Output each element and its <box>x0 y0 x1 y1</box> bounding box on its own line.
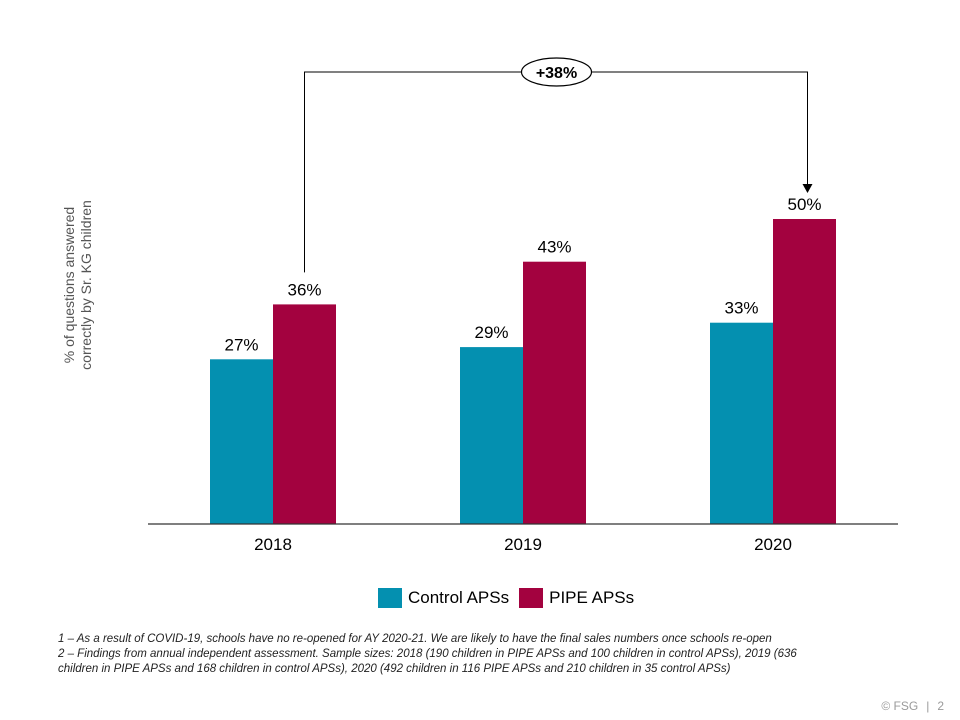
growth-badge <box>520 57 593 87</box>
legend-label-pipe: PIPE APSs <box>549 588 635 607</box>
legend: Control APSs PIPE APSs <box>378 588 644 608</box>
bar-control-2020 <box>710 322 773 524</box>
legend-item-control: Control APSs <box>378 588 509 608</box>
data-label-pipe-2018: 36% <box>287 280 321 299</box>
copyright-text: © FSG <box>881 699 919 713</box>
footnotes: 1 – As a result of COVID-19, schools hav… <box>58 632 938 677</box>
bar-control-2019 <box>460 347 523 524</box>
x-tick-label-2020: 2020 <box>754 535 792 554</box>
page-number: 2 <box>937 699 944 713</box>
x-tick-label-2019: 2019 <box>504 535 542 554</box>
data-label-control-2018: 27% <box>224 335 258 354</box>
footnote-line: children in PIPE APSs and 168 children i… <box>58 663 731 675</box>
growth-badge-label: +38% <box>536 65 577 82</box>
bar-chart: 27% 36% 2018 29% 43% 2019 33% 50% 2020 +38% <box>148 57 898 554</box>
data-label-control-2019: 29% <box>474 323 508 342</box>
data-label-pipe-2019: 43% <box>537 238 571 257</box>
growth-arrow-head <box>802 184 813 193</box>
y-axis-label-line-1: % of questions answered <box>61 206 77 364</box>
footnote-line: 1 – As a result of COVID-19, schools hav… <box>58 633 772 645</box>
x-tick-label-2018: 2018 <box>254 535 292 554</box>
footer-separator: | <box>926 699 930 713</box>
legend-swatch-pipe <box>519 588 544 608</box>
data-label-control-2020: 33% <box>724 299 758 318</box>
legend-label-control: Control APSs <box>408 588 510 607</box>
y-axis-label: % of questions answered correctly by Sr.… <box>8 95 148 475</box>
slide-footer: © FSG | 2 <box>881 699 944 713</box>
bar-pipe-2019 <box>523 261 586 524</box>
legend-swatch-control <box>378 588 402 608</box>
bar-pipe-2018 <box>273 304 336 524</box>
data-label-pipe-2020: 50% <box>787 195 821 214</box>
bar-pipe-2020 <box>773 219 836 524</box>
y-axis-label-line-2: correctly by Sr. KG children <box>78 200 94 370</box>
footnote-line: 2 – Findings from annual independent ass… <box>58 648 797 660</box>
bar-control-2018 <box>210 359 273 524</box>
legend-item-pipe: PIPE APSs <box>519 588 634 608</box>
